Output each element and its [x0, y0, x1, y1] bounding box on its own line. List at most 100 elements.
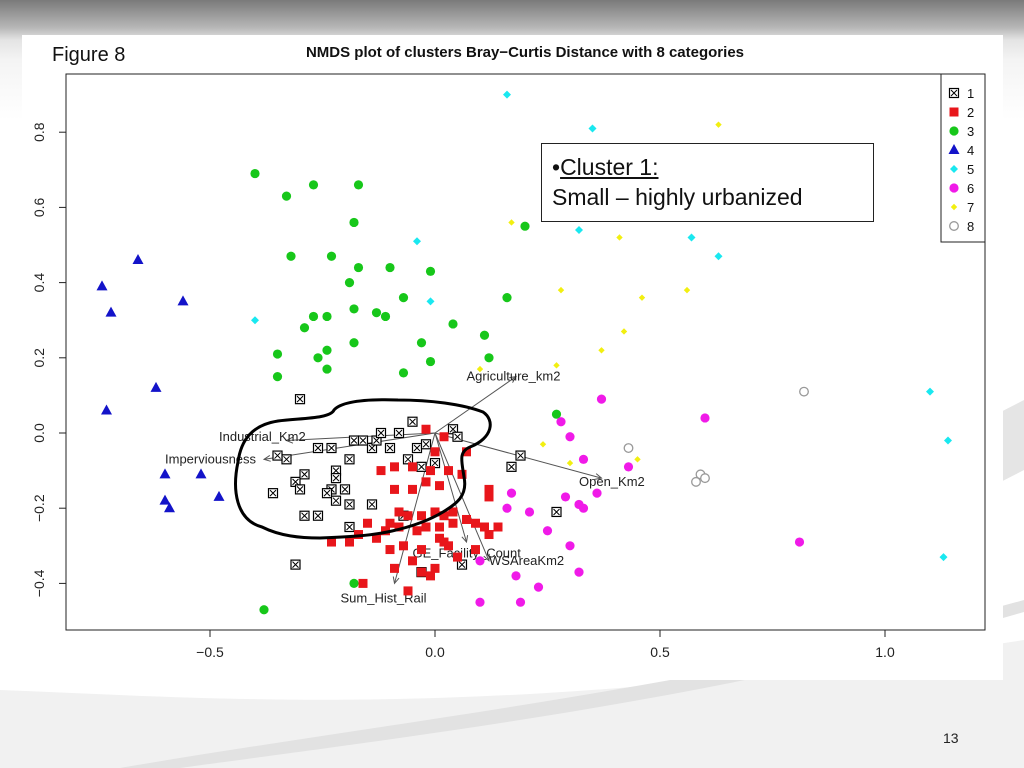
point-cluster-2: [408, 556, 417, 566]
point-cluster-2: [444, 466, 453, 476]
vector-arrowhead: [392, 576, 400, 585]
point-cluster-1: [294, 484, 306, 495]
point-cluster-3: [551, 409, 562, 419]
point-cluster-3: [272, 349, 283, 359]
point-cluster-2: [381, 526, 390, 536]
point-cluster-7: [715, 121, 722, 128]
point-cluster-1: [290, 559, 301, 570]
vector-label: Open_Km2: [579, 474, 645, 489]
point-cluster-8: [700, 473, 710, 484]
point-cluster-4: [132, 254, 144, 265]
point-cluster-6: [565, 541, 575, 551]
point-cluster-6: [533, 582, 544, 592]
figure-panel: [22, 35, 1003, 680]
point-cluster-2: [363, 518, 372, 528]
point-cluster-1: [267, 488, 279, 499]
point-cluster-7: [683, 286, 691, 294]
point-cluster-1: [384, 442, 396, 454]
point-cluster-6: [511, 571, 521, 581]
point-cluster-2: [327, 537, 336, 547]
point-cluster-2: [417, 545, 426, 555]
point-cluster-3: [349, 338, 359, 348]
point-cluster-3: [308, 180, 319, 190]
point-cluster-3: [299, 323, 310, 333]
point-cluster-4: [105, 306, 117, 317]
point-cluster-2: [462, 514, 471, 524]
point-cluster-7: [620, 328, 628, 335]
point-cluster-1: [272, 450, 283, 461]
point-cluster-3: [425, 356, 436, 367]
point-cluster-1: [294, 394, 306, 405]
point-cluster-5: [503, 90, 511, 99]
legend-swatch: [948, 144, 960, 154]
x-tick-label: 1.0: [875, 644, 895, 660]
point-cluster-3: [448, 319, 458, 329]
point-cluster-6: [475, 597, 485, 607]
point-cluster-2: [448, 518, 458, 528]
point-cluster-4: [159, 494, 171, 505]
point-cluster-3: [349, 304, 359, 314]
point-cluster-3: [250, 168, 260, 179]
legend-swatch: [949, 221, 959, 231]
point-cluster-6: [578, 454, 589, 464]
point-cluster-2: [358, 578, 368, 588]
point-cluster-4: [213, 490, 225, 501]
point-cluster-7: [566, 459, 574, 467]
legend-swatch: [950, 203, 958, 211]
point-cluster-3: [385, 262, 395, 273]
point-cluster-2: [430, 507, 440, 517]
callout-heading: Cluster 1:: [560, 154, 659, 180]
point-cluster-3: [308, 311, 319, 322]
point-cluster-7: [539, 441, 547, 448]
point-cluster-3: [520, 221, 530, 231]
point-cluster-7: [557, 286, 565, 294]
point-cluster-8: [799, 386, 809, 397]
point-cluster-1: [366, 499, 378, 510]
point-cluster-1: [299, 510, 310, 521]
point-cluster-3: [286, 251, 296, 261]
point-cluster-3: [322, 345, 332, 355]
point-cluster-2: [385, 518, 395, 528]
point-cluster-2: [376, 466, 386, 476]
point-cluster-4: [150, 381, 162, 392]
point-cluster-6: [596, 394, 607, 404]
point-cluster-2: [403, 511, 413, 521]
point-cluster-2: [408, 462, 417, 472]
point-cluster-2: [471, 545, 480, 555]
legend-swatch: [950, 165, 958, 173]
point-cluster-3: [322, 311, 332, 322]
point-cluster-2: [448, 507, 458, 517]
point-cluster-5: [939, 553, 948, 562]
cluster-callout: •Cluster 1: Small – highly urbanized: [541, 143, 874, 222]
vector-label: Sum_Hist_Rail: [341, 590, 427, 605]
legend-entry: 7: [967, 200, 974, 215]
point-cluster-2: [385, 545, 395, 555]
point-cluster-2: [457, 469, 467, 479]
legend-entry: 6: [967, 181, 974, 196]
point-cluster-7: [553, 362, 560, 369]
legend-entry: 5: [967, 162, 974, 177]
point-cluster-6: [506, 488, 517, 498]
point-cluster-1: [339, 484, 351, 495]
point-cluster-6: [560, 492, 571, 502]
vector-line: [434, 432, 467, 543]
legend-entry: 2: [967, 105, 974, 120]
point-cluster-5: [926, 387, 934, 396]
point-cluster-6: [592, 488, 602, 498]
point-cluster-2: [399, 541, 408, 551]
vector-line: [263, 432, 436, 460]
point-cluster-6: [794, 537, 805, 547]
legend-swatch: [948, 87, 960, 99]
figure-label: Figure 8: [52, 44, 126, 66]
point-cluster-6: [623, 462, 634, 472]
vector-label: Agriculture_km2: [467, 369, 561, 384]
point-cluster-5: [944, 436, 952, 445]
point-cluster-4: [159, 468, 171, 479]
x-tick-label: −0.5: [196, 644, 224, 660]
point-cluster-3: [353, 180, 364, 190]
point-cluster-2: [426, 571, 435, 581]
vector-arrowhead: [594, 473, 603, 480]
point-cluster-5: [251, 316, 259, 325]
point-cluster-3: [484, 353, 494, 363]
